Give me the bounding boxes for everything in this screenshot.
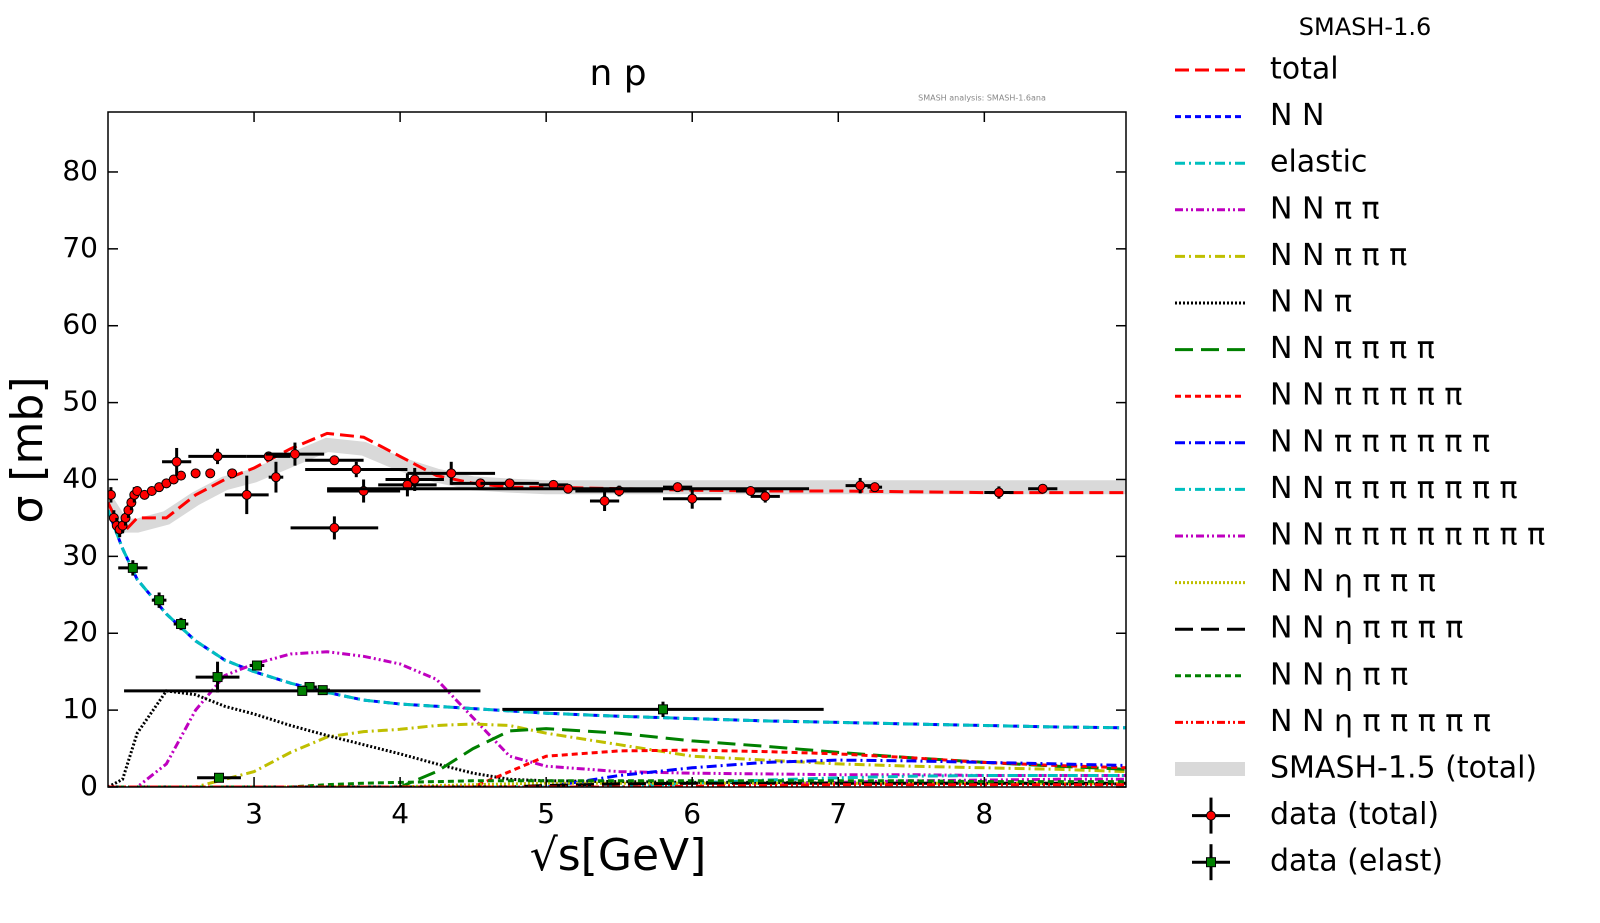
data-point: [409, 474, 420, 485]
data-point: [205, 468, 216, 479]
curve: [108, 650, 1126, 787]
data-point: [993, 487, 1004, 498]
curve: [108, 748, 1126, 787]
x-axis-label: √s[GeV]: [530, 830, 707, 881]
legend-label: N N π π π π π π π: [1270, 471, 1518, 506]
y-tick-label: 10: [62, 692, 98, 725]
legend-label: N N: [1270, 98, 1324, 133]
data-point: [212, 672, 223, 683]
legend-label: total: [1270, 52, 1339, 87]
legend-label: N N π π π π π π π π: [1270, 518, 1545, 553]
legend-label: SMASH-1.5 (total): [1270, 751, 1537, 786]
y-tick-label: 0: [80, 769, 98, 802]
y-tick-label: 30: [62, 538, 98, 571]
data-point: [108, 489, 116, 500]
data-point: [127, 562, 138, 573]
legend-label: N N π π π: [1270, 238, 1407, 273]
y-tick-label: 70: [62, 231, 98, 264]
data-point: [855, 480, 866, 491]
x-tick-label: 6: [683, 797, 701, 830]
data-point: [1037, 483, 1048, 494]
y-tick-label: 80: [62, 154, 98, 187]
curve: [108, 774, 1126, 787]
legend-swatch: [1206, 810, 1216, 821]
data-point: [869, 482, 880, 493]
data-point: [446, 468, 457, 479]
data-point: [227, 468, 238, 479]
chart-title: n p: [589, 53, 646, 94]
data-point: [599, 496, 610, 507]
data-point: [563, 483, 574, 494]
data-point: [154, 595, 165, 606]
x-tick-label: 4: [391, 797, 409, 830]
curve: [108, 509, 1126, 730]
legend-label: N N π π π π π π: [1270, 424, 1490, 459]
data-point: [190, 468, 201, 479]
data-point: [658, 704, 669, 715]
legend-label: N N η π π: [1270, 657, 1408, 692]
data-point: [329, 455, 340, 466]
data-point: [297, 685, 308, 696]
curve: [108, 509, 1126, 730]
legend-label: N N π π π π π: [1270, 378, 1462, 413]
plot-area: [108, 431, 1126, 787]
curve: [108, 779, 1126, 787]
plot-frame: [107, 111, 1127, 788]
data-point: [171, 456, 182, 467]
data-point: [289, 449, 300, 460]
data-point: [212, 451, 223, 462]
curve: [108, 727, 1126, 787]
data-point: [329, 522, 340, 533]
legend-label: N N π π π π: [1270, 331, 1435, 366]
y-tick-label: 60: [62, 308, 98, 341]
curve: [108, 431, 1126, 536]
data-point: [760, 491, 771, 502]
legend-swatch: [1206, 857, 1216, 868]
data-point: [176, 619, 187, 630]
data-point: [351, 464, 362, 475]
y-tick-label: 20: [62, 615, 98, 648]
legend-label: N N η π π π π: [1270, 611, 1463, 646]
x-tick-label: 8: [975, 797, 993, 830]
data-point: [745, 486, 756, 497]
curve: [108, 689, 1126, 787]
data-point: [504, 478, 515, 489]
legend-label: N N π π: [1270, 191, 1380, 226]
x-tick-label: 7: [829, 797, 847, 830]
legend-label: elastic: [1270, 145, 1367, 180]
legend-title: SMASH-1.6: [1299, 13, 1431, 41]
y-axis-label: σ [mb]: [2, 377, 53, 524]
data-point: [687, 493, 698, 504]
legend-label: N N η π π π: [1270, 564, 1436, 599]
legend-label: N N η π π π π π: [1270, 704, 1491, 739]
data-point: [251, 660, 262, 671]
legend-label: N N π: [1270, 285, 1352, 320]
legend-label: data (total): [1270, 797, 1439, 832]
y-tick-label: 50: [62, 385, 98, 418]
x-tick-label: 5: [537, 797, 555, 830]
data-point: [214, 772, 225, 783]
data-point: [270, 472, 281, 483]
data-point: [241, 489, 252, 500]
curve: [108, 781, 1126, 787]
watermark: SMASH analysis: SMASH-1.6ana: [918, 94, 1046, 103]
legend-label: data (elast): [1270, 844, 1443, 879]
curve: [108, 722, 1126, 787]
y-tick-label: 40: [62, 461, 98, 494]
x-tick-label: 3: [245, 797, 263, 830]
data-point: [672, 482, 683, 493]
